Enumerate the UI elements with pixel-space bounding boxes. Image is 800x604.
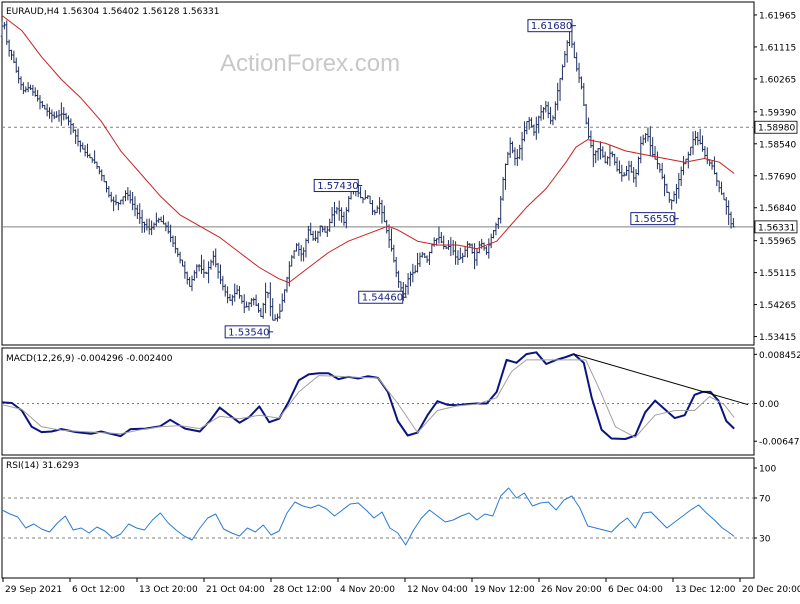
callout-label: 1.56550 [634,214,675,225]
axis-labels: 1.58980 1.56331 1.61965 1.61115 1.60265 1.593… [2,11,800,595]
macd-y-tick-label: 0.00 [759,400,779,410]
callout-label: 1.53540 [228,327,269,338]
x-tick-label: 29 Sep 2021 [5,585,62,595]
series-layer [0,15,749,546]
panel-frame-3 [1,457,755,579]
watermark: ActionForex.com [220,50,400,77]
price-level-value: 1.58980 [758,124,795,134]
price-y-tick-label: 1.53415 [759,333,796,343]
price-callouts: 1.61680 1.57430 1.56550 1.54460 1.53540 [224,19,679,339]
macd-y-tick-label: 0.008452 [759,351,800,361]
panel-frame-2 [1,347,755,456]
x-tick-label: 6 Dec 04:00 [608,585,663,595]
x-tick-label: 20 Dec 20:00 [742,585,800,595]
price-y-tick-label: 1.54265 [759,301,796,311]
price-y-tick-label: 1.61115 [759,43,796,53]
price-y-tick-label: 1.59390 [759,108,796,118]
x-tick-label: 19 Nov 12:00 [474,585,535,595]
macd-y-tick-label: -0.006475 [759,438,800,448]
rsi-y-tick-label: 100 [759,465,776,475]
x-tick-label: 13 Dec 12:00 [675,585,736,595]
rsi-y-tick-label: 70 [759,495,771,505]
x-tick-label: 21 Oct 04:00 [206,585,265,595]
price-level-tag [754,120,798,134]
callout-label: 1.54460 [362,293,403,304]
macd-line [1,351,735,440]
price-y-tick-label: 1.56840 [759,204,796,214]
price-y-tick-label: 1.55965 [759,237,796,247]
x-tick-label: 13 Oct 20:00 [139,585,198,595]
x-tick-label: 12 Nov 04:00 [407,585,468,595]
price-header: EURAUD,H4 1.56304 1.56402 1.56128 1.5633… [6,7,220,17]
price-y-tick-label: 1.57690 [759,172,796,182]
guide-lines [2,126,754,539]
panel-frame-1 [1,1,755,346]
x-tick-label: 28 Oct 12:00 [273,585,332,595]
rsi-line [1,487,735,546]
rsi-y-tick-label: 30 [759,535,771,545]
price-y-tick-label: 1.61965 [759,11,796,21]
x-tick-label: 4 Nov 20:00 [340,585,395,595]
callout-label: 1.57430 [317,181,358,192]
moving-average-line [1,15,735,284]
x-tick-label: 26 Nov 20:00 [541,585,602,595]
price-y-tick-label: 1.55115 [759,269,796,279]
panel-frames [1,1,755,579]
macd-trendline [573,353,749,406]
x-tick-label: 6 Oct 12:00 [72,585,125,595]
price-y-tick-label: 1.58540 [759,140,796,150]
rsi-header: RSI(14) 31.6293 [6,461,79,471]
macd-header: MACD(12,26,9) -0.004296 -0.002400 [6,354,173,364]
macd-signal-line [1,359,735,438]
callout-label: 1.61680 [531,21,572,32]
price-level-tag [754,220,798,234]
price-y-tick-label: 1.60265 [759,75,796,85]
price-level-value: 1.56331 [758,223,795,233]
